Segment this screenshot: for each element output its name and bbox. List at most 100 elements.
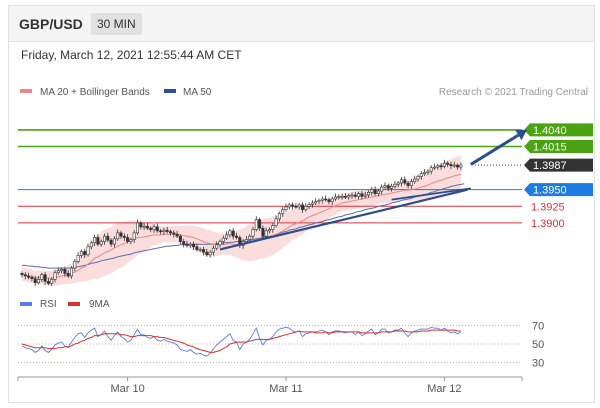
candle bbox=[76, 252, 80, 264]
candle-body bbox=[76, 255, 80, 262]
candle-body bbox=[23, 274, 27, 277]
candle bbox=[317, 198, 321, 205]
candle bbox=[337, 194, 341, 200]
candle-body bbox=[340, 196, 344, 198]
candle-body bbox=[50, 279, 54, 284]
candle-body bbox=[142, 225, 146, 228]
candle-body bbox=[409, 181, 413, 186]
candle bbox=[413, 175, 417, 184]
candle-body bbox=[416, 176, 420, 180]
candle-body bbox=[254, 219, 258, 230]
candle-body bbox=[432, 166, 436, 169]
candle-body bbox=[149, 227, 153, 230]
candle-body bbox=[258, 219, 262, 229]
candle bbox=[205, 248, 209, 257]
support-level-label: 1.3900 bbox=[531, 218, 565, 230]
candle bbox=[53, 270, 57, 283]
candle bbox=[139, 220, 143, 230]
candle bbox=[159, 228, 163, 235]
candle-body bbox=[116, 232, 120, 240]
candle bbox=[172, 230, 176, 238]
candle bbox=[99, 239, 103, 247]
candle bbox=[307, 202, 311, 209]
candle bbox=[396, 181, 400, 188]
candle bbox=[390, 183, 394, 192]
candle-body bbox=[413, 178, 417, 183]
candle bbox=[409, 179, 413, 190]
timeframe-badge[interactable]: 30 MIN bbox=[91, 13, 142, 35]
candle bbox=[343, 193, 347, 199]
candle-body bbox=[310, 202, 314, 205]
candle-body bbox=[53, 272, 57, 280]
candle-body bbox=[337, 196, 341, 198]
candle-body bbox=[89, 242, 93, 248]
candle-body bbox=[211, 247, 215, 253]
time-axis-label: Mar 11 bbox=[269, 383, 302, 395]
candle bbox=[162, 227, 166, 235]
candle-body bbox=[350, 194, 354, 197]
candle bbox=[109, 238, 113, 247]
candle bbox=[452, 161, 456, 168]
candle-body bbox=[56, 270, 60, 274]
candle-body bbox=[136, 222, 140, 234]
candle-body bbox=[423, 172, 427, 175]
candle bbox=[333, 193, 337, 201]
candle bbox=[145, 222, 149, 231]
candle bbox=[373, 186, 377, 196]
rsi-ma-line bbox=[21, 329, 461, 353]
candle-body bbox=[261, 227, 265, 237]
rsi-legend-swatch bbox=[20, 302, 32, 306]
candle-body bbox=[159, 230, 163, 233]
candle bbox=[129, 237, 133, 245]
pivot-level-label: 1.3950 bbox=[533, 185, 567, 197]
candle-body bbox=[126, 237, 130, 242]
candle bbox=[142, 223, 146, 231]
candle-body bbox=[188, 243, 192, 246]
symbol-title: GBP/USD bbox=[19, 16, 83, 32]
candle bbox=[112, 236, 116, 248]
candle bbox=[211, 245, 215, 256]
candle bbox=[221, 235, 225, 245]
candle-body bbox=[376, 190, 380, 194]
candle bbox=[324, 195, 328, 202]
forecast-arrow-head bbox=[515, 129, 527, 141]
candle bbox=[264, 227, 268, 239]
candle-body bbox=[169, 231, 173, 234]
candle bbox=[89, 240, 93, 250]
candle bbox=[432, 163, 436, 170]
candle-body bbox=[419, 173, 423, 177]
candle bbox=[195, 243, 199, 252]
rsi-panel: 70 50 30 bbox=[18, 320, 544, 370]
candle-body bbox=[198, 249, 202, 251]
candle bbox=[271, 222, 275, 233]
candle-body bbox=[132, 232, 136, 240]
candle bbox=[103, 233, 107, 245]
candle-body bbox=[429, 167, 433, 172]
rsi-tick-label: 70 bbox=[532, 320, 544, 332]
candle bbox=[366, 190, 370, 198]
candle-body bbox=[33, 278, 37, 283]
candle bbox=[215, 241, 219, 251]
candle-body bbox=[248, 235, 252, 240]
candle-body bbox=[363, 194, 367, 197]
candle bbox=[228, 228, 232, 238]
candle-body bbox=[399, 179, 403, 184]
candle bbox=[46, 278, 50, 286]
candle bbox=[225, 231, 229, 241]
candle-body bbox=[40, 274, 44, 280]
candle-body bbox=[202, 249, 206, 253]
candle-body bbox=[20, 273, 24, 276]
candle-body bbox=[215, 244, 219, 249]
resistance-price-tag bbox=[524, 140, 593, 154]
candle-body bbox=[442, 162, 446, 167]
candle bbox=[40, 272, 44, 283]
candle-body bbox=[456, 164, 460, 168]
candle-body bbox=[436, 165, 440, 168]
candle bbox=[116, 229, 120, 241]
candle-body bbox=[274, 218, 278, 226]
candle-body bbox=[228, 230, 232, 236]
candle-body bbox=[162, 229, 166, 232]
candle bbox=[73, 258, 77, 272]
candle-body bbox=[327, 199, 331, 202]
candle-body bbox=[396, 182, 400, 185]
